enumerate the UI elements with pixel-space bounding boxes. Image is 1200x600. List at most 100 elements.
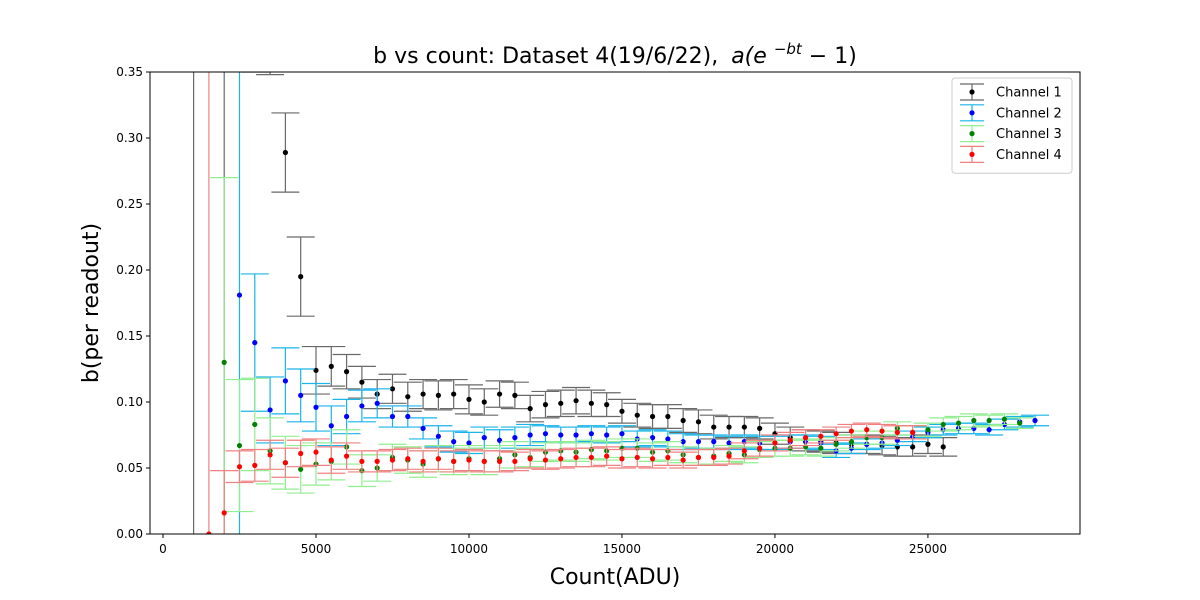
data-point <box>1017 420 1023 426</box>
data-point <box>527 456 533 462</box>
data-point <box>665 454 671 461</box>
data-point <box>420 458 426 464</box>
data-point <box>604 453 610 459</box>
data-point <box>940 421 946 428</box>
data-point <box>389 457 396 463</box>
data-point <box>588 400 594 406</box>
data-point <box>542 431 549 437</box>
data-point <box>940 444 946 450</box>
data-point <box>512 458 518 464</box>
y-tick-label: 0.05 <box>116 461 143 475</box>
axes: 0 5000 10000 15000 20000 25000 0.00 0.05 0.10 0.1… <box>116 65 1081 556</box>
x-tick-label: 10000 <box>450 542 488 556</box>
data-point <box>374 400 380 406</box>
y-tick-label: 0.15 <box>116 329 143 343</box>
x-axis-label: Count(ADU) <box>550 565 681 590</box>
data-point <box>649 413 656 420</box>
data-point <box>894 429 900 435</box>
data-point <box>328 363 334 369</box>
x-tick-label: 0 <box>159 542 167 556</box>
data-point <box>252 421 258 428</box>
data-point <box>665 413 671 420</box>
data-point <box>680 417 686 424</box>
data-point <box>910 429 916 435</box>
data-point <box>818 445 824 451</box>
data-point <box>389 413 396 420</box>
data-point <box>1001 416 1008 422</box>
data-point <box>328 457 334 463</box>
data-point <box>680 457 686 463</box>
data-point <box>787 437 793 443</box>
data-point <box>466 440 472 446</box>
data-point <box>634 412 640 418</box>
data-point <box>405 456 411 462</box>
data-point <box>604 402 610 408</box>
data-point <box>313 449 319 455</box>
legend-marker <box>969 131 975 137</box>
legend-marker <box>969 151 975 157</box>
data-point <box>695 419 702 425</box>
data-point <box>695 439 702 445</box>
data-point <box>634 454 640 461</box>
data-point <box>558 400 564 406</box>
data-point <box>971 417 977 424</box>
data-point <box>512 392 518 398</box>
data-point <box>649 456 656 462</box>
data-point <box>252 340 258 346</box>
data-point <box>420 391 426 397</box>
data-point <box>711 439 717 445</box>
y-axis-label: b(per readout) <box>79 223 104 383</box>
data-point <box>542 402 549 408</box>
title-formula-superscript: −bt <box>774 40 803 58</box>
data-point <box>236 464 243 470</box>
data-point <box>298 450 304 457</box>
y-tick-label: 0.30 <box>116 131 143 145</box>
data-point <box>955 420 962 426</box>
data-point <box>741 424 747 430</box>
data-point <box>343 413 350 420</box>
data-point <box>925 427 931 433</box>
data-point <box>206 531 212 534</box>
error-bar <box>208 72 210 534</box>
data-point <box>481 458 487 464</box>
data-point <box>451 458 457 464</box>
data-point <box>451 439 457 445</box>
data-point <box>833 431 839 437</box>
data-point <box>496 391 503 397</box>
data-point <box>542 457 549 463</box>
data-point <box>481 399 487 405</box>
data-point <box>680 439 686 445</box>
data-point <box>298 274 304 280</box>
data-point <box>282 460 288 466</box>
x-tick-label: 15000 <box>603 542 641 556</box>
legend-marker <box>969 89 975 95</box>
series <box>206 72 927 534</box>
legend-label: Channel 2 <box>996 106 1062 121</box>
data-point <box>619 408 625 414</box>
data-point <box>435 456 441 462</box>
data-point <box>405 394 411 400</box>
data-point <box>757 445 763 451</box>
legend-box <box>951 77 1073 174</box>
data-point <box>573 432 579 438</box>
legend-label: Channel 1 <box>996 86 1062 101</box>
data-point <box>435 392 441 398</box>
data-point <box>298 466 304 472</box>
data-point <box>405 413 411 420</box>
error-bar <box>256 72 285 76</box>
data-point <box>879 428 885 434</box>
x-tick-label: 25000 <box>909 542 947 556</box>
chart-title: b vs count: Dataset 4(19/6/22), a(e −bt … <box>373 35 857 69</box>
data-point <box>252 462 258 468</box>
data-point <box>282 149 288 156</box>
data-point <box>512 435 518 441</box>
data-point <box>573 398 579 404</box>
data-point <box>986 427 992 433</box>
data-point <box>558 432 564 438</box>
data-point <box>466 457 472 463</box>
data-point <box>236 442 243 449</box>
y-tick-label: 0.35 <box>116 65 143 79</box>
title-formula: a(e <box>731 44 767 69</box>
data-point <box>711 424 717 430</box>
